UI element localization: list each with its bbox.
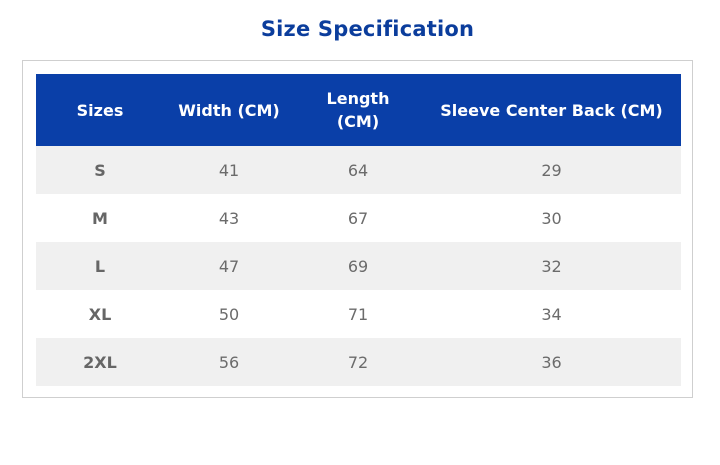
header-length-line1: Length — [326, 89, 390, 108]
header-length: Length (CM) — [294, 74, 422, 146]
table-row: 2XL 56 72 36 — [36, 338, 681, 386]
length-cell: 64 — [294, 146, 422, 194]
header-width: Width (CM) — [164, 74, 294, 146]
length-cell: 67 — [294, 194, 422, 242]
length-cell: 69 — [294, 242, 422, 290]
size-cell: L — [36, 242, 164, 290]
sleeve-cell: 29 — [422, 146, 681, 194]
size-cell: S — [36, 146, 164, 194]
size-cell: M — [36, 194, 164, 242]
size-cell: XL — [36, 290, 164, 338]
width-cell: 41 — [164, 146, 294, 194]
length-cell: 71 — [294, 290, 422, 338]
size-cell: 2XL — [36, 338, 164, 386]
table-row: L 47 69 32 — [36, 242, 681, 290]
sleeve-cell: 36 — [422, 338, 681, 386]
table-row: XL 50 71 34 — [36, 290, 681, 338]
width-cell: 56 — [164, 338, 294, 386]
width-cell: 50 — [164, 290, 294, 338]
table-row: M 43 67 30 — [36, 194, 681, 242]
sleeve-cell: 30 — [422, 194, 681, 242]
sleeve-cell: 34 — [422, 290, 681, 338]
size-spec-table: Sizes Width (CM) Length (CM) Sleeve Cent… — [36, 74, 681, 386]
page-title: Size Specification — [260, 17, 475, 41]
sleeve-cell: 32 — [422, 242, 681, 290]
table-row: S 41 64 29 — [36, 146, 681, 194]
header-sleeve: Sleeve Center Back (CM) — [422, 74, 681, 146]
width-cell: 47 — [164, 242, 294, 290]
header-length-line2: (CM) — [336, 112, 380, 131]
table-header-row: Sizes Width (CM) Length (CM) Sleeve Cent… — [36, 74, 681, 146]
length-cell: 72 — [294, 338, 422, 386]
width-cell: 43 — [164, 194, 294, 242]
header-sizes: Sizes — [36, 74, 164, 146]
